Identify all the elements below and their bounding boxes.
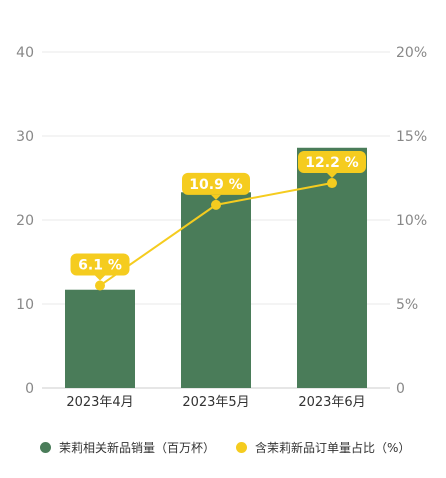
data-label-text: 10.9 % [189, 177, 242, 193]
legend: 茉莉相关新品销量（百万杯） 含茉莉新品订单量占比（%） [0, 436, 446, 458]
x-tick-label: 2023年4月 [66, 395, 133, 410]
line-point [211, 199, 221, 210]
left-tick-label: 40 [16, 45, 34, 61]
right-tick-label: 20% [396, 45, 427, 61]
data-label-pointer [95, 275, 105, 281]
legend-item-bar[interactable]: 茉莉相关新品销量（百万杯） [40, 439, 215, 456]
line-point [327, 178, 337, 189]
right-tick-label: 10% [396, 213, 427, 229]
data-label-box [298, 151, 366, 174]
left-tick-label: 30 [16, 129, 34, 145]
data-label-pointer [327, 173, 337, 179]
left-tick-label: 20 [16, 213, 34, 229]
data-label-box [182, 172, 250, 195]
left-tick-label: 0 [25, 381, 34, 397]
right-tick-label: 0 [396, 381, 405, 397]
legend-label-bar: 茉莉相关新品销量（百万杯） [59, 440, 216, 455]
data-label: 12.2 % [298, 151, 366, 179]
legend-swatch-line [236, 441, 247, 453]
data-label-box [70, 253, 130, 276]
legend-swatch-bar [40, 441, 51, 453]
line-series: 6.1 % 10.9 % 12.2 % [70, 151, 366, 291]
data-label: 6.1 % [70, 253, 130, 281]
bar [181, 192, 251, 388]
line-point [95, 280, 105, 291]
legend-label-line: 含茉莉新品订单量占比（%） [255, 440, 411, 455]
axis-labels: 0 0 10 5% 20 10% 30 15% 40 20% 2023年4月 2023年5月 2023年… [16, 45, 427, 410]
data-label-pointer [211, 194, 221, 200]
left-tick-label: 10 [16, 297, 34, 313]
x-tick-label: 2023年5月 [182, 395, 249, 410]
data-label-text: 6.1 % [78, 258, 122, 274]
right-tick-label: 5% [396, 297, 418, 313]
x-tick-label: 2023年6月 [298, 395, 365, 410]
data-label: 10.9 % [182, 172, 250, 200]
right-tick-label: 15% [396, 129, 427, 145]
data-label-text: 12.2 % [305, 155, 358, 171]
bar [65, 289, 135, 388]
legend-item-line[interactable]: 含茉莉新品订单量占比（%） [236, 439, 410, 456]
